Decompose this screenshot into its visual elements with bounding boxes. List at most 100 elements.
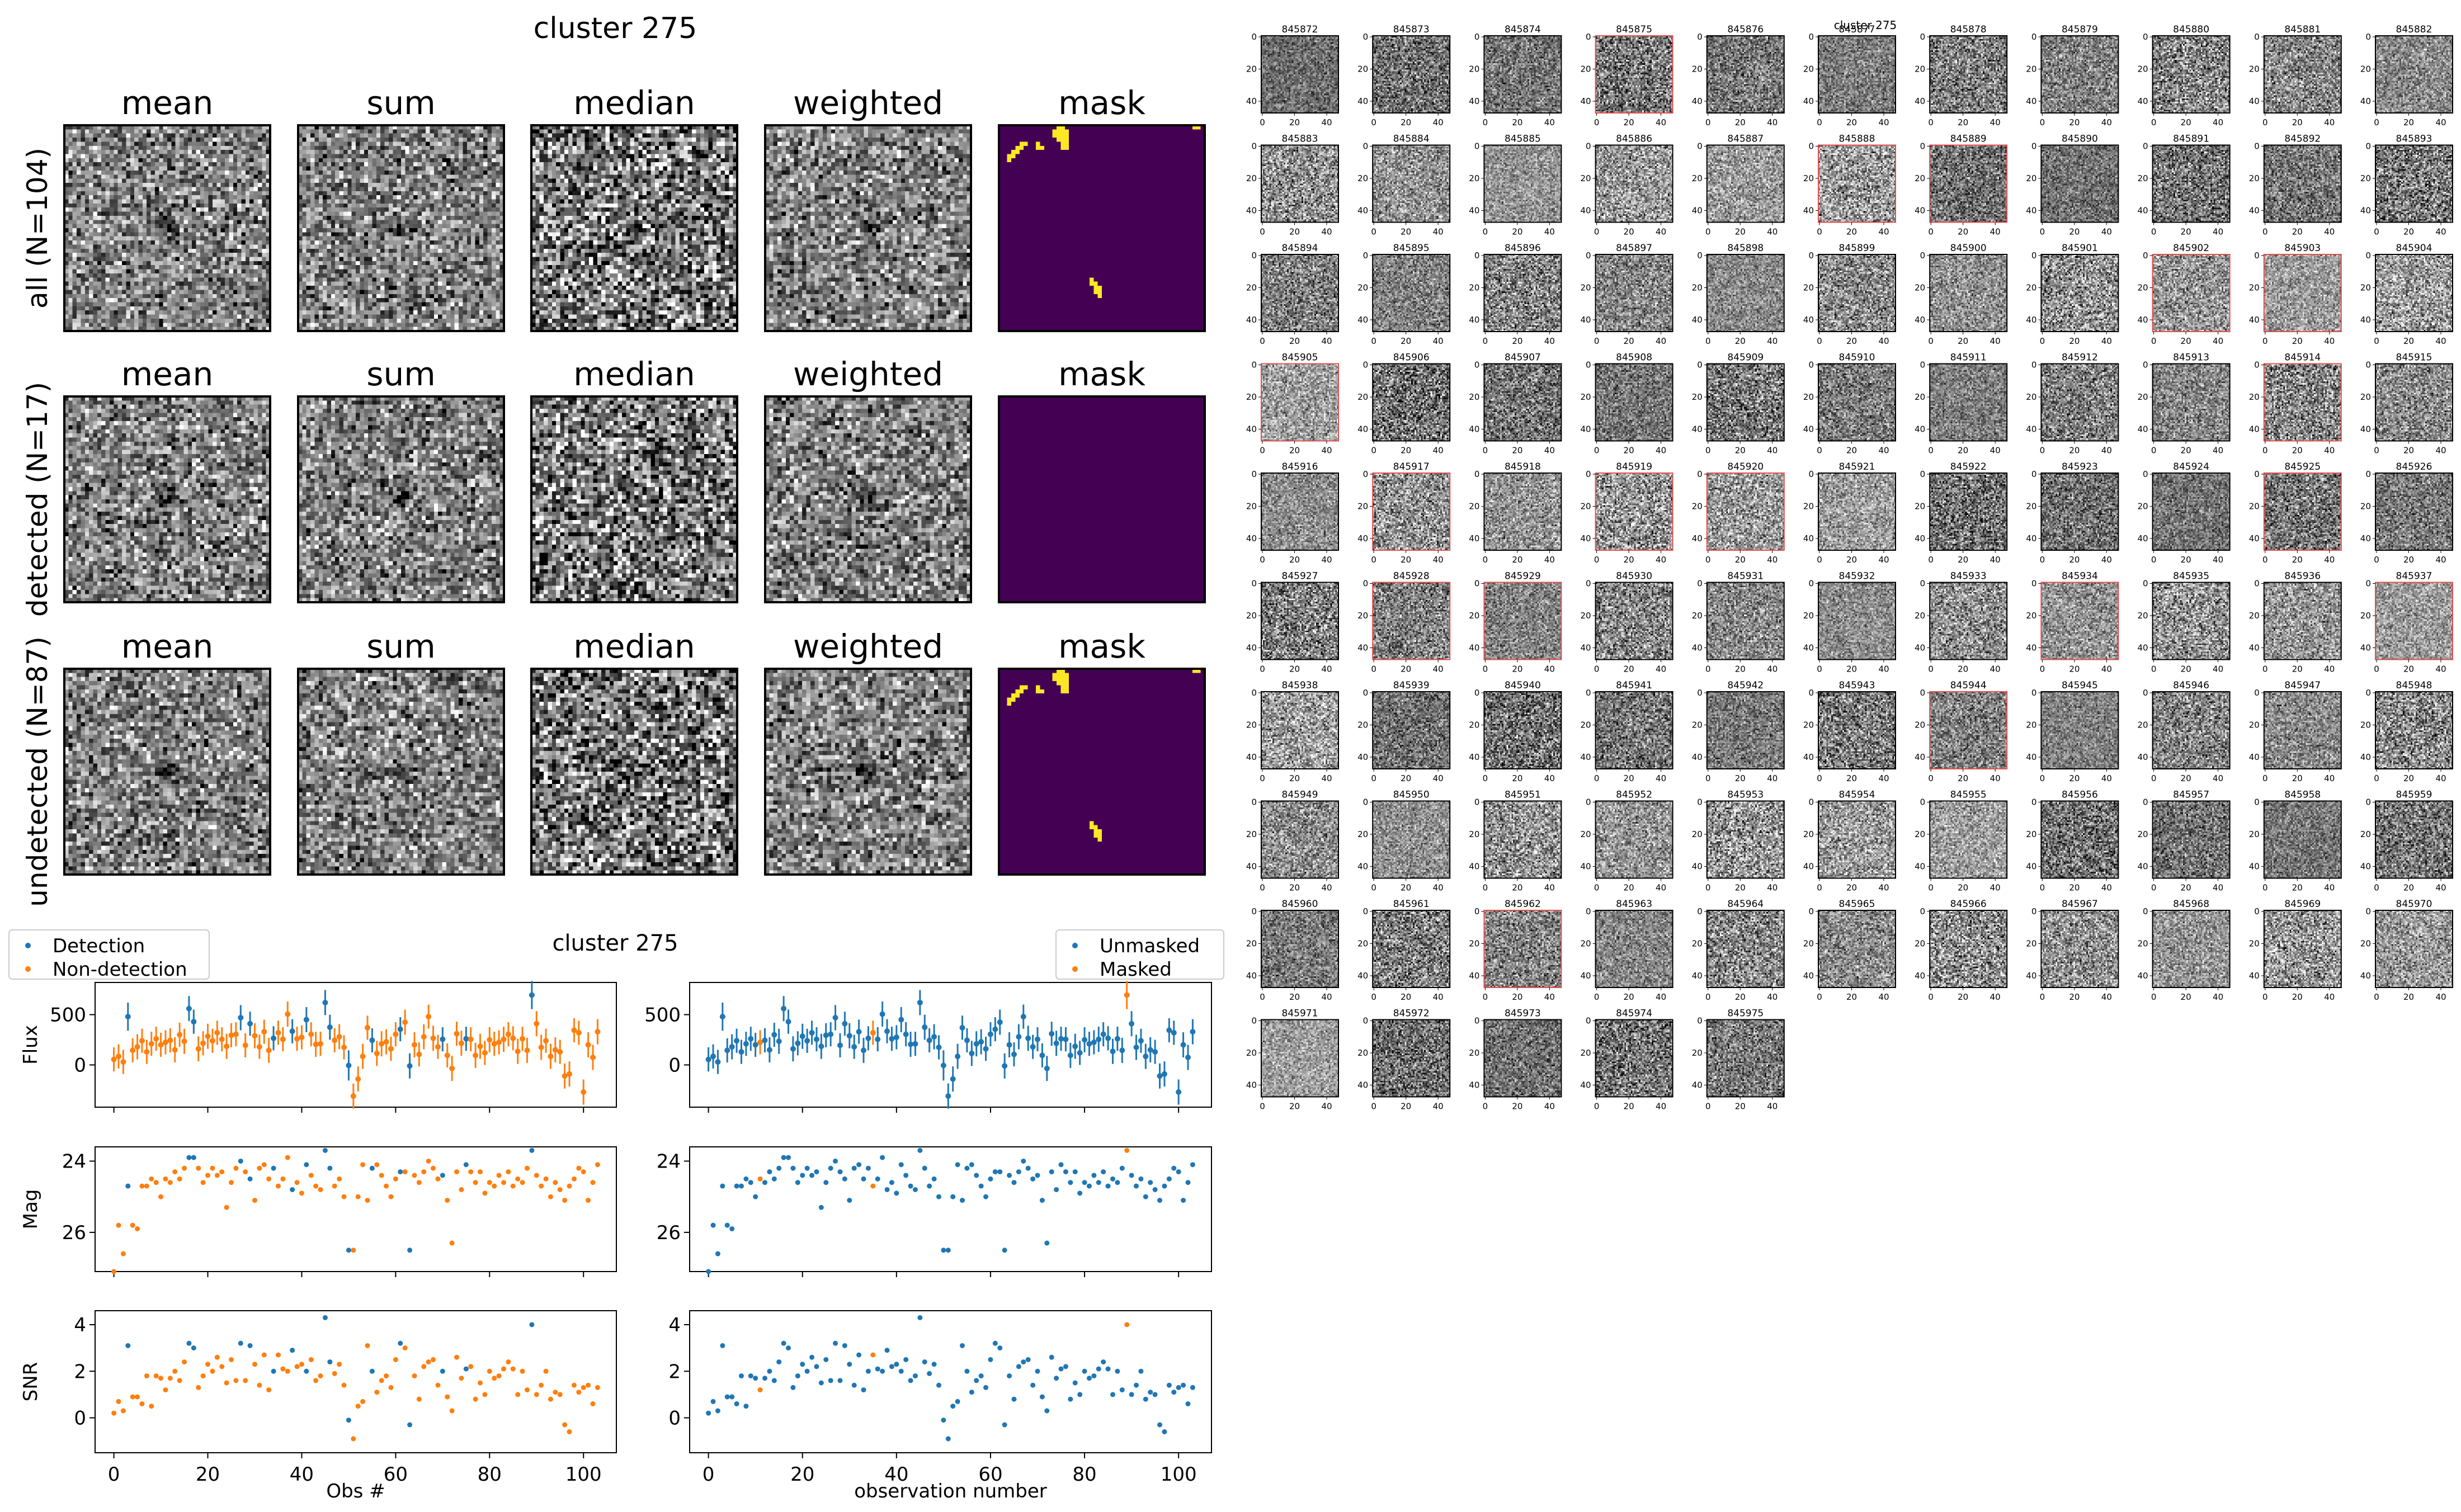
stamp-frame bbox=[1261, 910, 1339, 988]
data-point bbox=[341, 1194, 347, 1199]
data-point bbox=[473, 1052, 479, 1059]
data-point bbox=[1072, 1169, 1078, 1175]
data-point bbox=[988, 1176, 993, 1182]
stamp-y-tick-label: 40 bbox=[1692, 96, 1703, 106]
y-tick-label: 500 bbox=[50, 1004, 86, 1027]
stamp-y-tick-label: 20 bbox=[2138, 392, 2148, 402]
data-point bbox=[894, 1190, 899, 1196]
stamp-image bbox=[1706, 145, 1784, 223]
data-point bbox=[781, 1005, 787, 1012]
stamp-frame bbox=[1706, 691, 1785, 769]
data-point bbox=[360, 1162, 366, 1168]
stamp-id: 845951 bbox=[1505, 790, 1541, 801]
stamp-x-tick-label: 20 bbox=[1624, 883, 1634, 893]
stamp-y-tick-label: 20 bbox=[2026, 392, 2036, 402]
stamp-x-tick-label: 40 bbox=[1990, 992, 2001, 1002]
stamp-image bbox=[1373, 582, 1450, 660]
stamp-x-tick-label: 20 bbox=[2181, 883, 2191, 893]
stamp-image bbox=[2041, 692, 2119, 769]
stamp-x-tick-label: 20 bbox=[1958, 555, 1968, 565]
stamp-id: 845926 bbox=[2396, 461, 2432, 472]
data-point bbox=[233, 1165, 239, 1171]
stamp-id: 845968 bbox=[2173, 899, 2209, 910]
data-point bbox=[1176, 1089, 1182, 1095]
data-point bbox=[120, 1251, 126, 1256]
stamp-x-tick-label: 20 bbox=[1512, 446, 1522, 456]
data-point bbox=[177, 1378, 182, 1383]
stamp-x-tick-label: 0 bbox=[2040, 117, 2045, 127]
data-point bbox=[515, 1176, 521, 1182]
stamp-y-tick-label: 0 bbox=[1251, 688, 1257, 698]
data-point bbox=[463, 1036, 469, 1042]
stamp-y-tick-label: 40 bbox=[1581, 1080, 1591, 1090]
data-point bbox=[130, 1047, 136, 1053]
data-point bbox=[163, 1387, 168, 1393]
data-point bbox=[327, 1024, 333, 1031]
data-point bbox=[351, 1248, 356, 1253]
data-point bbox=[379, 1173, 384, 1178]
data-point bbox=[1077, 1392, 1083, 1397]
stamp-y-tick-label: 0 bbox=[1808, 251, 1814, 261]
stamp-y-tick-label: 0 bbox=[1363, 360, 1369, 370]
stamp-y-tick-label: 40 bbox=[1469, 752, 1479, 762]
stamp-y-tick-label: 20 bbox=[2249, 939, 2260, 949]
stamp-frame bbox=[1595, 35, 1673, 114]
data-point bbox=[478, 1380, 483, 1386]
data-point bbox=[294, 1036, 300, 1042]
stamp-y-tick-label: 40 bbox=[1469, 96, 1479, 106]
data-point bbox=[1086, 1041, 1092, 1047]
data-point bbox=[790, 1046, 796, 1052]
stamp-x-tick-label: 0 bbox=[1817, 664, 1822, 674]
stamp-y-tick-label: 0 bbox=[2365, 688, 2371, 698]
stamp-x-tick-label: 20 bbox=[1735, 555, 1746, 565]
data-point bbox=[771, 1378, 777, 1383]
stamp-image bbox=[2375, 36, 2453, 113]
stamp-y-tick-label: 0 bbox=[1697, 251, 1703, 261]
stamp-id: 845944 bbox=[1950, 680, 1987, 691]
data-point bbox=[289, 1028, 295, 1034]
data-point bbox=[1157, 1422, 1163, 1428]
data-point bbox=[308, 1173, 314, 1178]
stamp-image bbox=[2152, 692, 2230, 769]
data-point bbox=[1058, 1036, 1064, 1042]
stamp-id: 845910 bbox=[1839, 352, 1875, 363]
data-point bbox=[1152, 1392, 1158, 1397]
data-point bbox=[327, 1165, 333, 1171]
data-point bbox=[379, 1378, 384, 1383]
stamp-id: 845973 bbox=[1505, 1008, 1541, 1019]
stamp-y-tick-label: 20 bbox=[1915, 611, 1925, 621]
stamp-x-tick-label: 0 bbox=[1705, 883, 1711, 893]
data-point bbox=[1176, 1169, 1181, 1175]
stamp-x-tick-label: 0 bbox=[1371, 336, 1376, 346]
stamp-image bbox=[1706, 1019, 1784, 1097]
data-point bbox=[724, 1222, 730, 1228]
data-point bbox=[823, 1180, 829, 1185]
data-point bbox=[813, 1036, 819, 1042]
stamp-y-tick-label: 40 bbox=[1803, 533, 1814, 544]
stamp-y-tick-label: 20 bbox=[1469, 283, 1479, 293]
stamp-x-tick-label: 0 bbox=[2040, 992, 2045, 1002]
stamp-x-tick-label: 40 bbox=[1433, 555, 1444, 565]
stamp-y-tick-label: 20 bbox=[1915, 939, 1925, 949]
stamp-frame bbox=[2375, 363, 2453, 442]
stamp-y-tick-label: 20 bbox=[1581, 173, 1591, 183]
data-point bbox=[1086, 1376, 1092, 1381]
stamp-x-tick-label: 20 bbox=[2403, 555, 2414, 565]
stamp-y-tick-label: 0 bbox=[2031, 579, 2037, 589]
data-point bbox=[369, 1165, 375, 1171]
stack-image-frame bbox=[297, 668, 505, 876]
stamp-x-tick-label: 40 bbox=[2101, 883, 2112, 893]
data-point bbox=[383, 1039, 389, 1045]
data-point bbox=[1124, 992, 1130, 998]
stamp-x-tick-label: 20 bbox=[1512, 1102, 1522, 1112]
stamp-x-tick-label: 20 bbox=[2069, 446, 2080, 456]
data-point bbox=[256, 1044, 262, 1050]
stamp-x-tick-label: 40 bbox=[2213, 664, 2223, 674]
stamp-x-tick-label: 40 bbox=[1990, 883, 2001, 893]
stamp-y-tick-label: 20 bbox=[2249, 392, 2260, 402]
data-point bbox=[172, 1047, 178, 1053]
